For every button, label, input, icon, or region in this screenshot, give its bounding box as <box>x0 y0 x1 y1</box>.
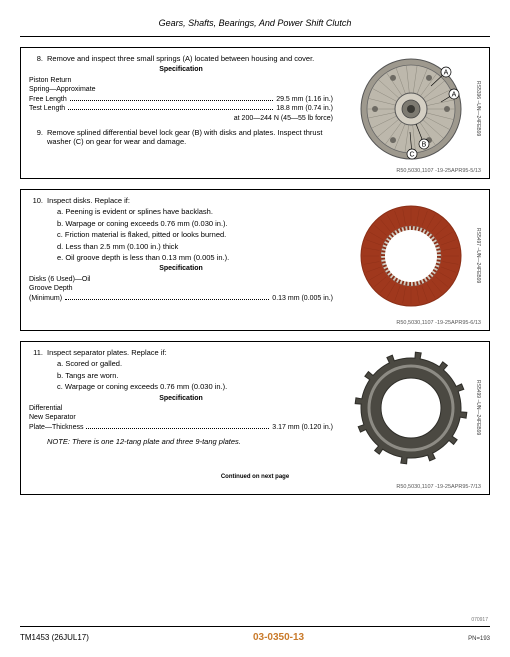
footer-rule <box>20 626 490 627</box>
spec-group-label-2a: Disks (6 Used)—Oil <box>29 276 333 285</box>
panel-step-8-9: 8. Remove and inspect three small spring… <box>20 47 490 179</box>
step-9: 9. Remove splined differential bevel loc… <box>29 128 333 147</box>
footer-left: TM1453 (26JUL17) <box>20 633 89 642</box>
figure-ref-3: RS5499 –UN—24FEB99 <box>469 356 481 460</box>
page-footer: TM1453 (26JUL17) 03-0350-13 PN=193 <box>0 632 510 643</box>
step-10e: e. Oil groove depth is less than 0.13 mm… <box>29 253 333 262</box>
spec-value: 18.8 mm (0.74 in.) <box>276 105 333 114</box>
spec-group-label-1b: Spring—Approximate <box>29 86 333 95</box>
spec-label: Free Length <box>29 96 67 105</box>
step-10-text: Inspect disks. Replace if: <box>47 196 333 205</box>
panel-step-10: 10. Inspect disks. Replace if: a. Peenin… <box>20 189 490 331</box>
dot-leader <box>65 299 269 300</box>
spec-heading-3: Specification <box>29 395 333 404</box>
continued-indicator: Continued on next page <box>29 474 481 480</box>
footer-center: 03-0350-13 <box>253 632 304 643</box>
dot-leader <box>70 100 273 101</box>
source-ref-2: R50,5030,1107 -19-25APR95-6/13 <box>29 320 481 326</box>
panel2-text: 10. Inspect disks. Replace if: a. Peenin… <box>29 196 333 316</box>
spec-heading-2: Specification <box>29 265 333 274</box>
step-10b: b. Warpage or coning exceeds 0.76 mm (0.… <box>29 219 333 228</box>
step-11a: a. Scored or galled. <box>29 359 333 368</box>
step-11c: c. Warpage or coning exceeds 0.76 mm (0.… <box>29 382 333 391</box>
panel2-image <box>341 196 481 316</box>
svg-text:A: A <box>444 70 449 77</box>
svg-text:A: A <box>452 92 457 99</box>
step-8-text: Remove and inspect three small springs (… <box>47 54 333 63</box>
step-10a: a. Peening is evident or splines have ba… <box>29 207 333 216</box>
spec-value: at 200—244 N (45—55 lb force) <box>234 115 333 124</box>
source-ref-1: R50,5030,1107 -19-25APR95-5/13 <box>29 168 481 174</box>
figure-ref-1: RS5396 –UN—24FEB99 <box>469 62 481 156</box>
spec-row-thickness: Plate—Thickness 3.17 mm (0.120 in.) <box>29 424 333 433</box>
spec-label: Test Length <box>29 105 65 114</box>
clutch-housing-illustration: A A B C <box>346 54 476 164</box>
note-tangs: NOTE: There is one 12-tang plate and thr… <box>29 437 333 446</box>
fine-print: 070917 <box>471 617 488 623</box>
step-9-number: 9. <box>29 128 43 147</box>
spec-row-freelength: Free Length 29.5 mm (1.16 in.) <box>29 96 333 105</box>
page-header: Gears, Shafts, Bearings, And Power Shift… <box>0 0 510 34</box>
spec-group-label-3a: Differential <box>29 405 333 414</box>
spec-row-testforce: at 200—244 N (45—55 lb force) <box>29 115 333 124</box>
panel1-text: 8. Remove and inspect three small spring… <box>29 54 333 164</box>
source-ref-3: R50,5030,1107 -19-25APR95-7/13 <box>29 484 481 490</box>
step-11: 11. Inspect separator plates. Replace if… <box>29 348 333 357</box>
spec-label: (Minimum) <box>29 295 62 304</box>
separator-plate-illustration <box>351 348 471 468</box>
spec-row-groove: (Minimum) 0.13 mm (0.005 in.) <box>29 295 333 304</box>
panel3-image <box>341 348 481 468</box>
spec-value: 29.5 mm (1.16 in.) <box>276 96 333 105</box>
spec-row-testlength: Test Length 18.8 mm (0.74 in.) <box>29 105 333 114</box>
step-11-number: 11. <box>29 348 43 357</box>
step-11b: b. Tangs are worn. <box>29 371 333 380</box>
figure-ref-2: RS5497 –UN—24FEB99 <box>469 204 481 308</box>
panel3-text: 11. Inspect separator plates. Replace if… <box>29 348 333 468</box>
svg-text:C: C <box>409 152 414 159</box>
dot-leader <box>68 109 273 110</box>
step-10: 10. Inspect disks. Replace if: <box>29 196 333 205</box>
panel-step-11: 11. Inspect separator plates. Replace if… <box>20 341 490 495</box>
spec-group-label-2b: Groove Depth <box>29 285 333 294</box>
step-8: 8. Remove and inspect three small spring… <box>29 54 333 63</box>
step-10c: c. Friction material is flaked, pitted o… <box>29 230 333 239</box>
header-rule <box>20 36 490 37</box>
step-9-text: Remove splined differential bevel lock g… <box>47 128 333 147</box>
step-11-text: Inspect separator plates. Replace if: <box>47 348 333 357</box>
spec-group-label-3b: New Separator <box>29 414 333 423</box>
spec-value: 3.17 mm (0.120 in.) <box>272 424 333 433</box>
friction-disk-illustration <box>351 196 471 316</box>
spec-value: 0.13 mm (0.005 in.) <box>272 295 333 304</box>
panel1-image: A A B C <box>341 54 481 164</box>
spec-heading-1: Specification <box>29 66 333 75</box>
step-10d: d. Less than 2.5 mm (0.100 in.) thick <box>29 242 333 251</box>
spec-group-label-1a: Piston Return <box>29 77 333 86</box>
dot-leader <box>86 428 269 429</box>
spec-label: Plate—Thickness <box>29 424 83 433</box>
svg-text:B: B <box>422 142 427 149</box>
step-10-number: 10. <box>29 196 43 205</box>
step-8-number: 8. <box>29 54 43 63</box>
footer-right: PN=193 <box>468 636 490 642</box>
